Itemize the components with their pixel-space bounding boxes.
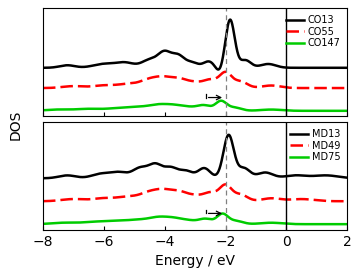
X-axis label: Energy / eV: Energy / eV <box>155 254 235 268</box>
Text: DOS: DOS <box>9 109 23 140</box>
Legend: CO13, CO55, CO147: CO13, CO55, CO147 <box>284 13 342 50</box>
Legend: MD13, MD49, MD75: MD13, MD49, MD75 <box>289 127 342 164</box>
